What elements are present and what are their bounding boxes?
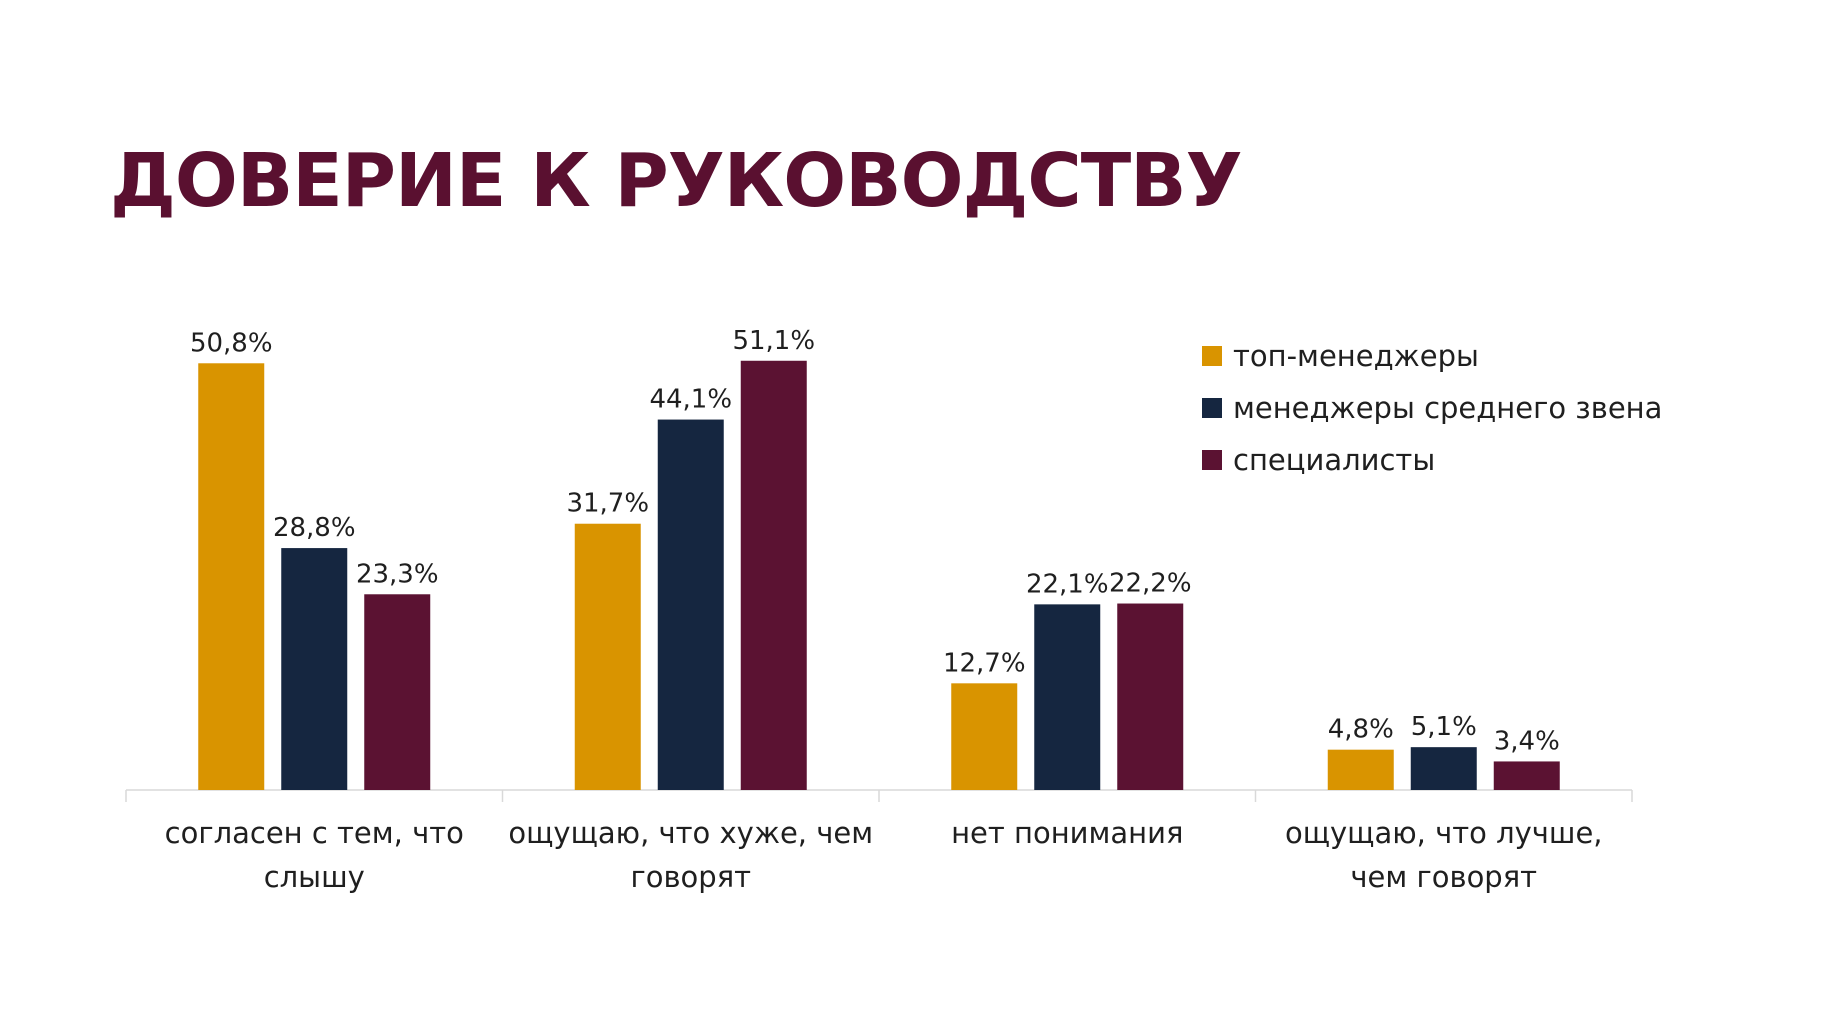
category-label: нет понимания bbox=[951, 816, 1183, 850]
data-label: 44,1% bbox=[649, 385, 732, 415]
bar bbox=[198, 363, 265, 790]
category-label: ощущаю, что лучше, bbox=[1285, 816, 1603, 850]
bar bbox=[1493, 761, 1560, 790]
legend-swatch bbox=[1202, 346, 1222, 366]
bar bbox=[951, 683, 1018, 790]
legend-item: менеджеры среднего звена bbox=[1202, 382, 1662, 434]
bar bbox=[364, 594, 431, 790]
data-label: 22,1% bbox=[1026, 569, 1109, 599]
bar bbox=[1034, 604, 1101, 790]
legend-label: менеджеры среднего звена bbox=[1233, 391, 1663, 425]
data-label: 31,7% bbox=[566, 489, 649, 519]
category-label: чем говорят bbox=[1350, 860, 1537, 894]
data-label: 22,2% bbox=[1109, 569, 1192, 599]
bar bbox=[574, 523, 641, 790]
page-title: ДОВЕРИЕ К РУКОВОДСТВУ bbox=[110, 138, 1243, 224]
data-label: 3,4% bbox=[1494, 726, 1560, 756]
data-label: 12,7% bbox=[943, 648, 1026, 678]
bar bbox=[281, 548, 348, 790]
legend-swatch bbox=[1202, 398, 1222, 418]
category-label: говорят bbox=[630, 860, 751, 894]
legend-swatch bbox=[1202, 450, 1222, 470]
data-label: 4,8% bbox=[1328, 715, 1394, 745]
bar bbox=[1410, 747, 1477, 790]
chart-legend: топ-менеджеры менеджеры среднего звена спе… bbox=[1202, 330, 1662, 486]
data-label: 23,3% bbox=[356, 559, 439, 589]
legend-label: специалисты bbox=[1233, 443, 1436, 477]
bar bbox=[1327, 749, 1394, 790]
data-label: 50,8% bbox=[190, 328, 273, 358]
data-label: 51,1% bbox=[732, 326, 815, 356]
bar bbox=[657, 419, 724, 790]
data-label: 5,1% bbox=[1411, 712, 1477, 742]
data-label: 28,8% bbox=[273, 513, 356, 543]
bar bbox=[1117, 603, 1184, 790]
category-label: слышу bbox=[264, 860, 365, 894]
bar bbox=[740, 360, 807, 790]
category-label: ощущаю, что хуже, чем bbox=[508, 816, 873, 850]
legend-item: топ-менеджеры bbox=[1202, 330, 1662, 382]
category-label: согласен с тем, что bbox=[165, 816, 464, 850]
legend-label: топ-менеджеры bbox=[1233, 339, 1479, 373]
legend-item: специалисты bbox=[1202, 434, 1662, 486]
